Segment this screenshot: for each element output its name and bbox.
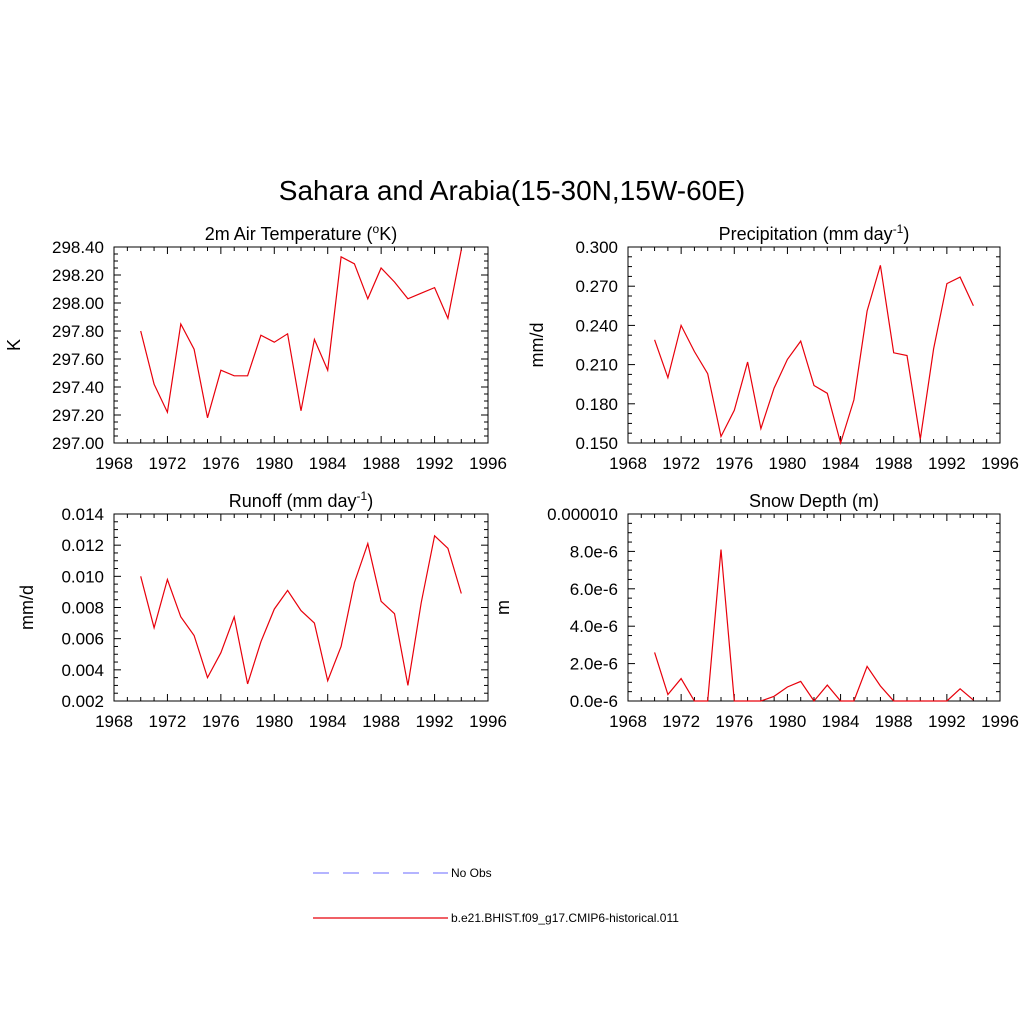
x-tick-label: 1996 — [469, 712, 507, 731]
x-tick-label: 1972 — [149, 712, 187, 731]
x-tick-label: 1972 — [662, 712, 700, 731]
x-tick-label: 1972 — [662, 454, 700, 473]
panel-title: Runoff (mm day-1) — [229, 489, 373, 511]
panel-1: 2m Air Temperature (oK) 1968 1972 1976 1980 1… — [4, 222, 507, 473]
x-tick-label: 1976 — [715, 712, 753, 731]
panels: 2m Air Temperature (oK) 1968 1972 1976 1980 1… — [4, 222, 1019, 731]
y-tick-label: 0.150 — [575, 434, 618, 453]
x-tick-label: 1992 — [928, 454, 966, 473]
x-tick-label: 1992 — [416, 712, 454, 731]
x-tick-label: 1988 — [362, 712, 400, 731]
x-tick-label: 1984 — [309, 454, 347, 473]
y-tick-label: 2.0e-6 — [570, 655, 618, 674]
x-tick-label: 1980 — [769, 712, 807, 731]
y-tick-label: 297.00 — [52, 434, 104, 453]
x-tick-label: 1972 — [149, 454, 187, 473]
y-axis-label: K — [4, 339, 24, 351]
panel-title: Precipitation (mm day-1) — [719, 222, 910, 244]
legend-label: No Obs — [451, 866, 492, 880]
y-tick-label: 297.40 — [52, 378, 104, 397]
x-tick-label: 1980 — [255, 712, 293, 731]
x-tick-label: 1968 — [609, 454, 647, 473]
y-tick-label: 0.180 — [575, 395, 618, 414]
legend-label: b.e21.BHIST.f09_g17.CMIP6-historical.011 — [451, 911, 679, 925]
x-tick-label: 1976 — [202, 454, 240, 473]
panel-title: Snow Depth (m) — [749, 491, 879, 511]
x-tick-label: 1976 — [715, 454, 753, 473]
figure-title: Sahara and Arabia(15-30N,15W-60E) — [279, 175, 745, 206]
y-tick-label: 0.270 — [575, 277, 618, 296]
y-tick-label: 0.300 — [575, 238, 618, 257]
y-tick-label: 298.40 — [52, 238, 104, 257]
panel-4: Snow Depth (m) 1968 1972 1976 1980 1984 1988 19… — [493, 491, 1019, 731]
y-axis-label: m — [493, 600, 513, 615]
x-tick-label: 1996 — [469, 454, 507, 473]
x-tick-label: 1988 — [362, 454, 400, 473]
y-tick-label: 0.002 — [61, 692, 104, 711]
y-axis-label: mm/d — [527, 323, 547, 368]
series-line — [654, 265, 974, 446]
x-tick-label: 1996 — [981, 712, 1019, 731]
x-tick-label: 1992 — [928, 712, 966, 731]
x-tick-label: 1968 — [609, 712, 647, 731]
plot-frame — [627, 513, 1001, 702]
y-tick-label: 297.80 — [52, 322, 104, 341]
panel-3: Runoff (mm day-1) 1968 1972 1976 1980 1984 198… — [17, 489, 507, 731]
y-tick-label: 298.00 — [52, 294, 104, 313]
y-tick-label: 0.014 — [61, 505, 104, 524]
legend: No Obs b.e21.BHIST.f09_g17.CMIP6-historic… — [313, 866, 679, 925]
x-tick-label: 1968 — [95, 712, 133, 731]
series-line — [140, 534, 462, 686]
panel-2: Precipitation (mm day-1) 1968 1972 1976 1980… — [527, 222, 1019, 473]
y-tick-label: 4.0e-6 — [570, 617, 618, 636]
y-tick-label: 0.008 — [61, 599, 104, 618]
y-axis-label: mm/d — [17, 585, 37, 630]
plot-frame — [113, 513, 489, 702]
y-tick-label: 0.240 — [575, 316, 618, 335]
plot-frame — [113, 246, 489, 444]
x-tick-label: 1984 — [822, 712, 860, 731]
series-line — [140, 249, 462, 418]
x-tick-label: 1968 — [95, 454, 133, 473]
x-tick-label: 1996 — [981, 454, 1019, 473]
x-tick-label: 1988 — [875, 454, 913, 473]
y-tick-label: 8.0e-6 — [570, 542, 618, 561]
y-tick-label: 0.0e-6 — [570, 692, 618, 711]
x-tick-label: 1976 — [202, 712, 240, 731]
plot-frame — [627, 246, 1001, 444]
y-tick-label: 6.0e-6 — [570, 580, 618, 599]
y-tick-label: 0.004 — [61, 661, 104, 680]
y-tick-label: 297.60 — [52, 350, 104, 369]
x-tick-label: 1984 — [822, 454, 860, 473]
panel-title: 2m Air Temperature (oK) — [205, 222, 397, 244]
y-tick-label: 297.20 — [52, 406, 104, 425]
x-tick-label: 1992 — [416, 454, 454, 473]
x-tick-label: 1980 — [769, 454, 807, 473]
y-tick-label: 0.010 — [61, 567, 104, 586]
x-tick-label: 1980 — [255, 454, 293, 473]
x-tick-label: 1984 — [309, 712, 347, 731]
x-tick-label: 1988 — [875, 712, 913, 731]
y-tick-label: 0.006 — [61, 630, 104, 649]
y-tick-label: 0.210 — [575, 356, 618, 375]
series-line — [654, 549, 974, 702]
y-tick-label: 0.000010 — [547, 505, 618, 524]
y-tick-label: 298.20 — [52, 266, 104, 285]
y-tick-label: 0.012 — [61, 536, 104, 555]
